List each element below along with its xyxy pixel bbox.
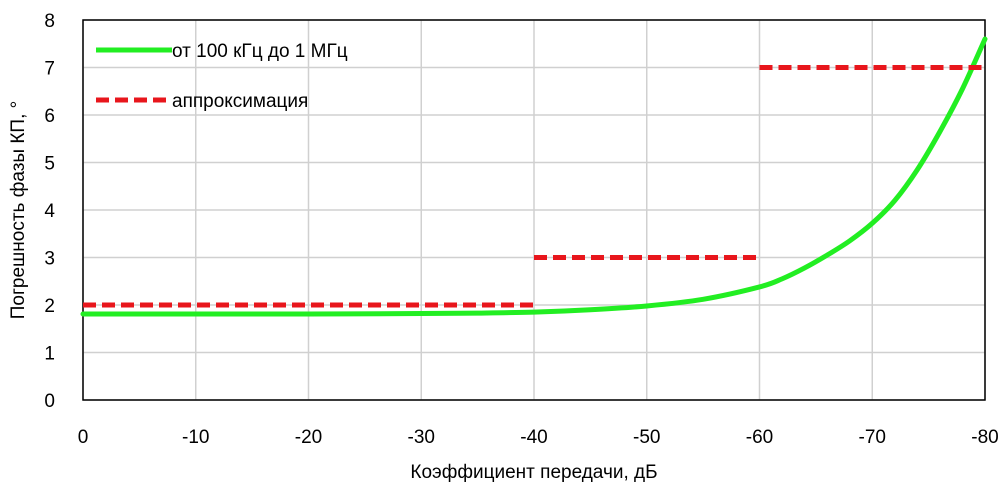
legend-label-series-1: от 100 кГц до 1 МГц bbox=[172, 41, 348, 62]
plot-frame bbox=[82, 19, 986, 401]
x-axis-ticks: 0 -10 -20 -30 -40 -50 -60 -70 -80 bbox=[78, 427, 999, 448]
x-tick-label: -10 bbox=[182, 427, 209, 448]
x-tick-label: -30 bbox=[408, 427, 435, 448]
y-tick-label: 6 bbox=[44, 106, 55, 127]
y-axis-label: Погрешность фазы КП, ° bbox=[8, 101, 29, 319]
grid bbox=[82, 19, 986, 401]
y-tick-label: 7 bbox=[44, 59, 55, 80]
series-line-green bbox=[80, 36, 988, 317]
y-tick-label: 2 bbox=[44, 296, 55, 317]
x-tick-label: 0 bbox=[78, 427, 89, 448]
x-axis-label: Коэффициент передачи, дБ bbox=[410, 462, 657, 483]
x-tick-label: -80 bbox=[971, 427, 998, 448]
x-tick-label: -40 bbox=[520, 427, 547, 448]
legend-label-series-2: аппроксимация bbox=[172, 91, 308, 112]
y-tick-label: 5 bbox=[44, 154, 55, 175]
y-axis-ticks: 0 1 2 3 4 5 6 7 8 bbox=[44, 11, 55, 412]
y-tick-label: 3 bbox=[44, 249, 55, 270]
series-layer bbox=[80, 36, 988, 317]
x-tick-label: -50 bbox=[633, 427, 660, 448]
x-tick-label: -60 bbox=[746, 427, 773, 448]
x-tick-label: -20 bbox=[295, 427, 322, 448]
y-tick-label: 4 bbox=[44, 201, 55, 222]
legend: от 100 кГц до 1 МГц аппроксимация bbox=[96, 41, 348, 112]
y-tick-label: 8 bbox=[44, 11, 55, 32]
y-tick-label: 1 bbox=[44, 344, 55, 365]
y-tick-label: 0 bbox=[44, 391, 55, 412]
x-tick-label: -70 bbox=[859, 427, 886, 448]
